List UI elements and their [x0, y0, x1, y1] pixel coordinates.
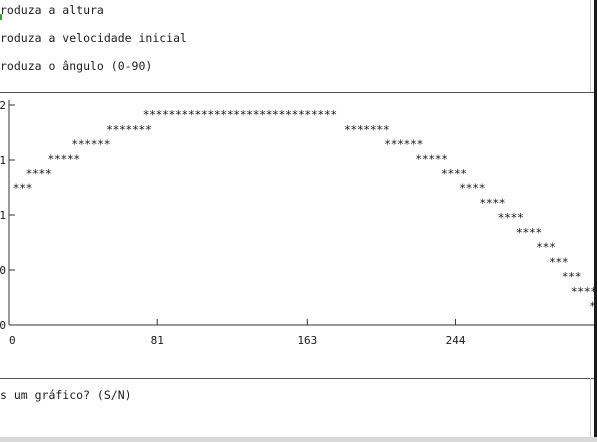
trajectory-marker-row: ** — [589, 299, 597, 313]
trajectory-marker-row: *** — [562, 270, 581, 284]
prompt-angle-line: roduza o ângulo (0-90) — [0, 59, 153, 73]
y-tick-label: 1 — [0, 154, 6, 167]
trajectory-marker-row: ******* — [106, 122, 151, 136]
trajectory-marker-row: ****** — [71, 137, 110, 151]
y-tick-label: 1 — [0, 209, 6, 222]
window-edge-top — [590, 0, 591, 92]
trajectory-marker-row: **** — [571, 284, 597, 298]
trajectory-marker-row: *** — [536, 240, 555, 254]
green-cursor-marker — [0, 14, 2, 20]
plot-bottom-border — [0, 378, 597, 379]
trajectory-marker-row: ***** — [415, 152, 447, 166]
trajectory-marker-row: **** — [479, 196, 505, 210]
x-tick-label: 163 — [297, 334, 317, 347]
trajectory-marker-row: **** — [459, 181, 485, 195]
window-edge-bottom — [590, 378, 591, 442]
trajectory-marker-row: *** — [549, 255, 568, 269]
trajectory-marker-row: **** — [516, 225, 542, 239]
window-bottom-shadow — [0, 437, 597, 442]
prompt-velocity-line: roduza a velocidade inicial — [0, 31, 187, 45]
x-tick-label: 244 — [446, 334, 466, 347]
y-tick-label: 0 — [0, 319, 6, 332]
graph-question-line: s um gráfico? (S/N) — [0, 388, 132, 402]
trajectory-marker-row: **** — [498, 211, 524, 225]
plot-top-border — [0, 92, 597, 93]
trajectory-marker-row: ****************************** — [143, 108, 337, 122]
trajectory-marker-row: **** — [441, 167, 467, 181]
trajectory-marker-row: ***** — [47, 152, 79, 166]
trajectory-marker-row: **** — [25, 167, 51, 181]
y-tick-label: 0 — [0, 264, 6, 277]
y-tick-label: 2 — [0, 99, 6, 112]
window-right-border — [594, 0, 597, 442]
x-tick-label: 81 — [151, 334, 164, 347]
plot-marks: ************************************* ***… — [13, 108, 597, 313]
trajectory-marker-row: ******* — [344, 122, 389, 136]
prompt-height-line: roduza a altura — [0, 3, 104, 17]
trajectory-marker-row: ****** — [384, 137, 423, 151]
trajectory-marker-row: *** — [13, 181, 32, 195]
x-tick-label: 0 — [9, 334, 16, 347]
